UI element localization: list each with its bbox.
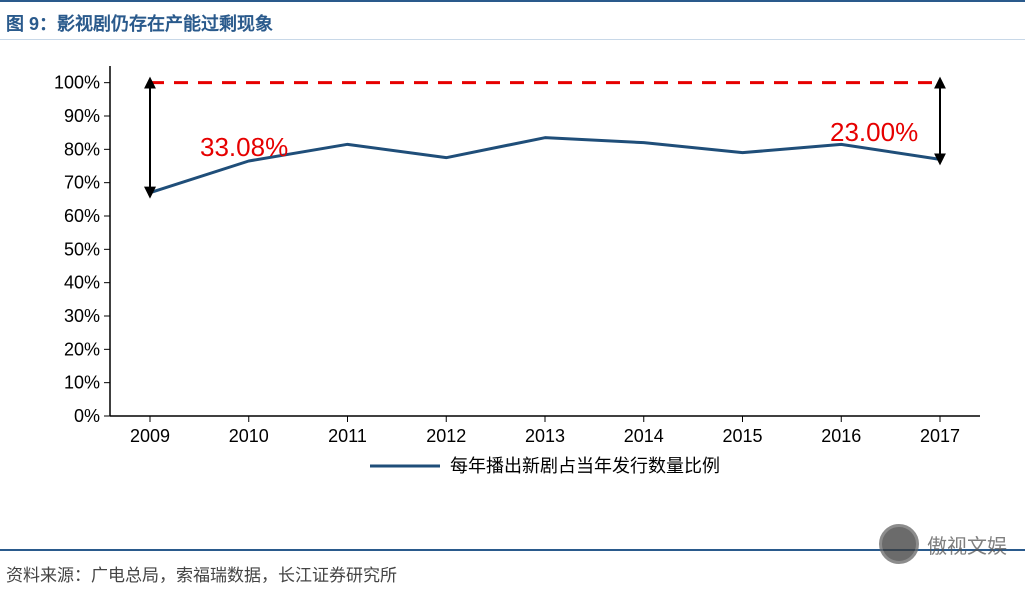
svg-text:20%: 20% [64, 339, 100, 359]
chart-title: 图 9：影视剧仍存在产能过剩现象 [0, 0, 1025, 40]
svg-text:40%: 40% [64, 273, 100, 293]
svg-text:2011: 2011 [328, 426, 367, 446]
svg-text:50%: 50% [64, 239, 100, 259]
svg-text:2012: 2012 [426, 426, 466, 446]
svg-text:2013: 2013 [525, 426, 565, 446]
svg-text:每年播出新剧占当年发行数量比例: 每年播出新剧占当年发行数量比例 [450, 456, 720, 476]
svg-text:60%: 60% [64, 206, 100, 226]
svg-text:70%: 70% [64, 173, 100, 193]
svg-text:90%: 90% [64, 106, 100, 126]
svg-text:33.08%: 33.08% [200, 132, 288, 162]
svg-text:10%: 10% [64, 373, 100, 393]
svg-text:0%: 0% [74, 406, 100, 426]
watermark: 傲视文娱 [879, 524, 1007, 564]
svg-text:2016: 2016 [821, 426, 861, 446]
watermark-text: 傲视文娱 [927, 530, 1007, 559]
svg-text:100%: 100% [54, 73, 100, 93]
svg-text:2010: 2010 [229, 426, 269, 446]
chart-area: 0% 10% 20% 30% 40% 50% 60% 70% 80% 90% 100% 2009 201… [40, 56, 1000, 496]
svg-text:2014: 2014 [624, 426, 664, 446]
svg-text:2015: 2015 [722, 426, 762, 446]
source-note: 资料来源：广电总局，索福瑞数据，长江证券研究所 [0, 549, 1025, 586]
svg-text:2009: 2009 [130, 426, 170, 446]
svg-text:80%: 80% [64, 139, 100, 159]
watermark-logo [879, 524, 919, 564]
line-chart: 0% 10% 20% 30% 40% 50% 60% 70% 80% 90% 100% 2009 201… [40, 56, 1000, 496]
svg-text:23.00%: 23.00% [830, 117, 918, 147]
svg-text:2017: 2017 [920, 426, 960, 446]
svg-text:30%: 30% [64, 306, 100, 326]
